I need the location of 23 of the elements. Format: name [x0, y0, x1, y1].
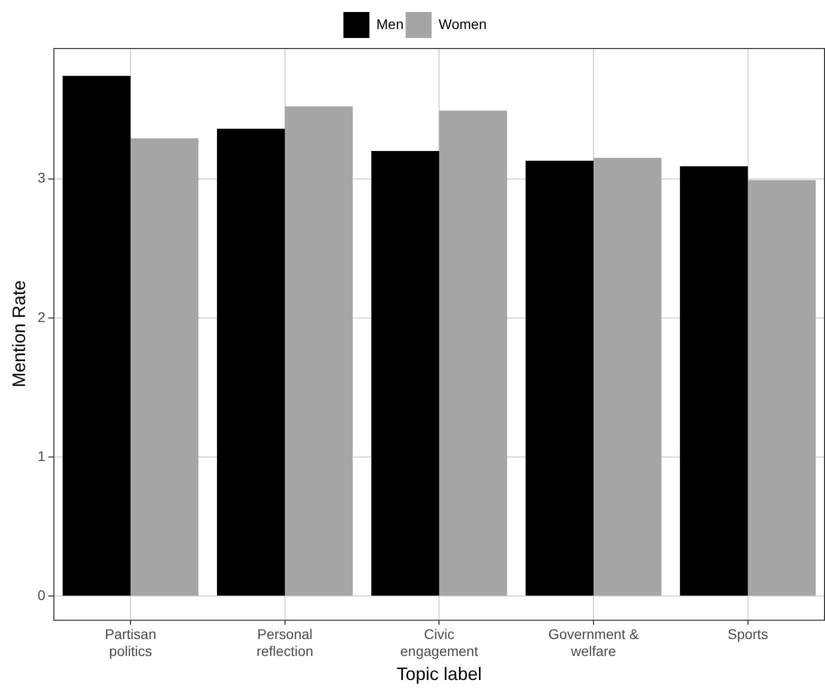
bar	[284, 106, 353, 596]
bar	[130, 138, 198, 596]
bar	[748, 180, 816, 596]
x-tick-label: Government & welfare	[548, 626, 640, 659]
y-tick-label: 3	[38, 170, 46, 186]
y-axis-title: Mention Rate	[8, 280, 29, 388]
bar	[526, 160, 594, 596]
bar	[216, 128, 285, 596]
bar	[371, 150, 440, 596]
legend-label: Women	[438, 16, 487, 32]
x-tick-label: Personal reflection	[256, 626, 314, 659]
y-tick-label: 0	[38, 587, 46, 604]
x-tick-label: Civic engagement	[400, 626, 478, 659]
x-axis-title: Topic label	[396, 664, 482, 684]
y-tick-label: 1	[38, 448, 46, 464]
x-tick-label: Partisan politics	[104, 626, 156, 659]
bar	[62, 76, 131, 596]
bar	[680, 166, 748, 596]
x-tick-label: Sports	[728, 626, 768, 642]
y-tick-label: 2	[38, 308, 46, 325]
bar	[439, 110, 508, 596]
bar	[594, 158, 662, 596]
legend-label: Men	[376, 16, 404, 32]
